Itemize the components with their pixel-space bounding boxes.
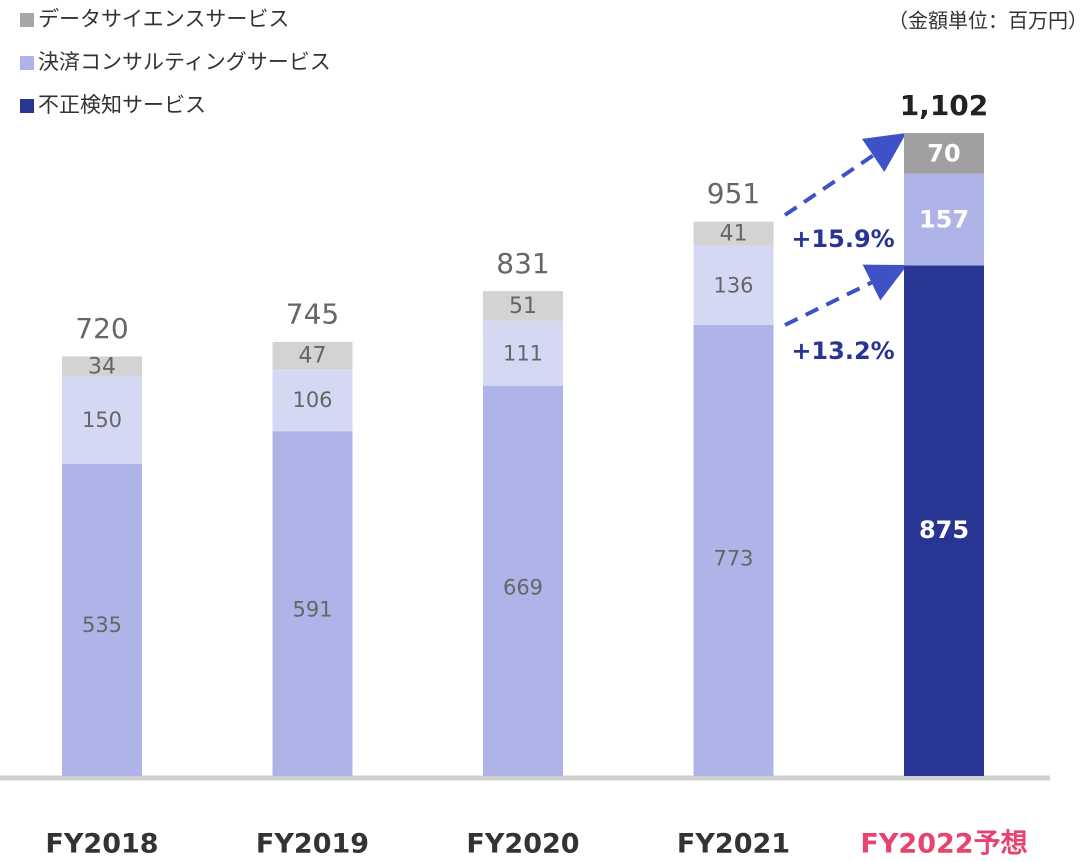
x-tick-label: FY2021: [677, 829, 790, 860]
unit-note: （金額単位：百万円）: [888, 9, 1088, 33]
annotation: +13.2%: [791, 337, 894, 365]
legend-label: 不正検知サービス: [38, 93, 206, 117]
total-label: 831: [496, 247, 549, 280]
x-tick-label: FY2018: [45, 829, 158, 860]
bar-segment: [693, 221, 774, 246]
arrow: [783, 133, 907, 217]
segment-label: 669: [503, 576, 543, 600]
bar-segment: [483, 320, 563, 386]
total-label: 951: [707, 177, 760, 210]
segment-label: 773: [713, 547, 753, 571]
bar-segment: [272, 431, 353, 776]
segment-label: 535: [82, 613, 122, 637]
bar-segment: [904, 133, 984, 174]
segment-label: 136: [713, 273, 753, 297]
legend-swatch: [20, 56, 34, 70]
bar-segment: [904, 173, 984, 266]
legend-swatch: [20, 99, 34, 113]
bar-segment: [272, 341, 353, 370]
legend-swatch: [20, 13, 34, 27]
bar-segment: [693, 324, 774, 776]
growth-arrows: [783, 133, 908, 327]
segment-label: 111: [503, 341, 543, 365]
annotation: +15.9%: [791, 225, 894, 253]
segment-label: 150: [82, 408, 122, 432]
bar-segment: [483, 385, 563, 776]
arrow: [784, 264, 908, 327]
bar-segment: [483, 291, 563, 321]
x-tick-label: FY2019: [256, 829, 369, 860]
legend-label: 決済コンサルティングサービス: [38, 50, 331, 74]
segment-label: 34: [88, 354, 116, 379]
bar-segment: [272, 369, 353, 432]
segment-label: 47: [299, 344, 327, 369]
x-tick-label: FY2020: [466, 829, 579, 860]
segment-label: 875: [919, 516, 969, 544]
segment-label: 41: [720, 222, 748, 247]
total-label: 1,102: [900, 89, 989, 122]
bar-segment: [62, 376, 142, 464]
bar-segment: [62, 356, 142, 377]
bar-segment: [904, 265, 984, 776]
segment-label: 106: [292, 388, 332, 412]
segment-label: 51: [509, 294, 537, 319]
segment-label: 157: [919, 206, 969, 234]
x-tick-label: FY2022予想: [860, 829, 1027, 860]
legend-label: データサイエンスサービス: [38, 7, 289, 31]
segment-label: 591: [292, 597, 332, 621]
bar-segment: [693, 245, 774, 325]
total-label: 720: [75, 312, 128, 345]
bar-segment: [62, 463, 142, 776]
total-label: 745: [286, 297, 339, 330]
segment-label: 70: [927, 139, 960, 167]
